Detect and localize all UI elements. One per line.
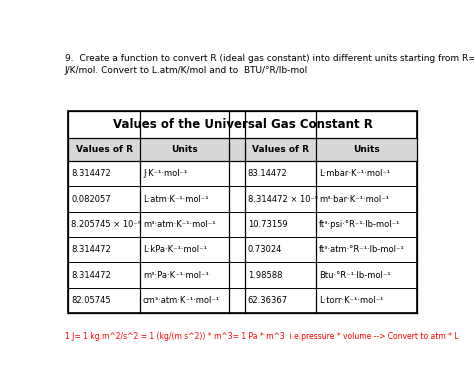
Text: 62.36367: 62.36367 <box>247 296 288 305</box>
Text: Values of the Universal Gas Constant R: Values of the Universal Gas Constant R <box>113 118 373 131</box>
Text: 0.082057: 0.082057 <box>72 195 111 204</box>
Text: ft³·psi·°R⁻¹·lb-mol⁻¹: ft³·psi·°R⁻¹·lb-mol⁻¹ <box>319 220 401 229</box>
Text: 0.73024: 0.73024 <box>247 245 282 254</box>
Text: m³·Pa·K⁻¹·mol⁻¹: m³·Pa·K⁻¹·mol⁻¹ <box>143 271 209 280</box>
Text: 8.205745 × 10⁻⁵: 8.205745 × 10⁻⁵ <box>72 220 142 229</box>
Text: 9.  Create a function to convert R (ideal gas constant) into different units sta: 9. Create a function to convert R (ideal… <box>65 54 474 75</box>
Text: 1 J= 1 kg.m^2/s^2 = 1 (kg/(m s^2)) * m^3= 1 Pa * m^3  i.e.pressure * volume --> : 1 J= 1 kg.m^2/s^2 = 1 (kg/(m s^2)) * m^3… <box>65 332 458 341</box>
Text: Values of R: Values of R <box>76 145 133 154</box>
Text: Btu·°R⁻¹·lb-mol⁻¹: Btu·°R⁻¹·lb-mol⁻¹ <box>319 271 391 280</box>
Text: Values of R: Values of R <box>252 145 309 154</box>
Text: 8.314472: 8.314472 <box>72 170 111 178</box>
Text: 8.314472: 8.314472 <box>72 245 111 254</box>
Text: Units: Units <box>171 145 198 154</box>
Text: ft³·atm·°R⁻¹·lb-mol⁻¹: ft³·atm·°R⁻¹·lb-mol⁻¹ <box>319 245 405 254</box>
Text: L·torr·K⁻¹·mol⁻¹: L·torr·K⁻¹·mol⁻¹ <box>319 296 383 305</box>
Text: 83.14472: 83.14472 <box>247 170 287 178</box>
Text: 8.314472: 8.314472 <box>72 271 111 280</box>
Text: 82.05745: 82.05745 <box>72 296 111 305</box>
Text: L·mbar·K⁻¹·mol⁻¹: L·mbar·K⁻¹·mol⁻¹ <box>319 170 391 178</box>
Text: Units: Units <box>354 145 380 154</box>
Text: L·atm·K⁻¹·mol⁻¹: L·atm·K⁻¹·mol⁻¹ <box>143 195 209 204</box>
Text: J·K⁻¹·mol⁻¹: J·K⁻¹·mol⁻¹ <box>143 170 187 178</box>
Text: cm³·atm·K⁻¹·mol⁻¹: cm³·atm·K⁻¹·mol⁻¹ <box>143 296 220 305</box>
Text: m³·atm·K⁻¹·mol⁻¹: m³·atm·K⁻¹·mol⁻¹ <box>143 220 215 229</box>
Bar <box>68 138 418 161</box>
Text: m³·bar·K⁻¹·mol⁻¹: m³·bar·K⁻¹·mol⁻¹ <box>319 195 389 204</box>
Text: 10.73159: 10.73159 <box>247 220 287 229</box>
Text: L·kPa·K⁻¹·mol⁻¹: L·kPa·K⁻¹·mol⁻¹ <box>143 245 207 254</box>
Text: 1.98588: 1.98588 <box>247 271 282 280</box>
Text: 8.314472 × 10⁻⁵: 8.314472 × 10⁻⁵ <box>247 195 318 204</box>
